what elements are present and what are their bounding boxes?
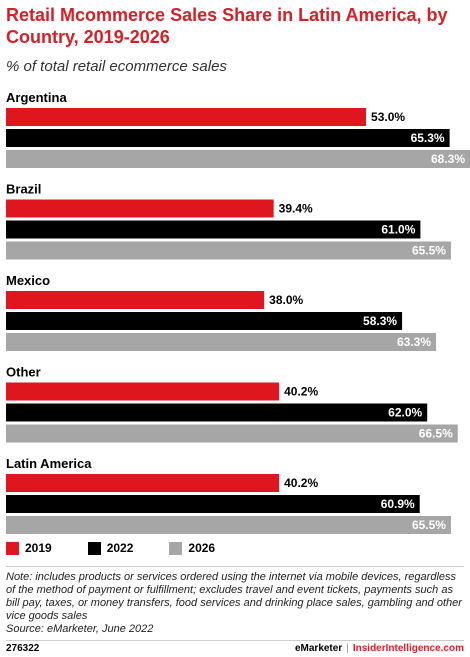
legend-item: 2019 — [6, 541, 52, 555]
category-label: Latin America — [6, 456, 92, 471]
bar-2022 — [6, 220, 421, 239]
legend-label: 2026 — [188, 541, 216, 555]
data-label: 39.4% — [279, 202, 313, 216]
data-label: 66.5% — [419, 427, 453, 441]
brand-separator: | — [346, 643, 349, 654]
data-label: 61.0% — [381, 223, 415, 237]
data-label: 53.0% — [371, 110, 405, 124]
data-label: 65.5% — [412, 518, 446, 532]
data-label: 38.0% — [269, 293, 303, 307]
chart-note: Note: includes products or services orde… — [6, 571, 466, 636]
legend-item: 2026 — [169, 541, 215, 555]
bar-2026 — [6, 150, 470, 168]
bar-2019 — [6, 382, 280, 401]
legend-label: 2022 — [106, 541, 134, 555]
divider — [6, 640, 464, 641]
bar-2022 — [6, 495, 420, 513]
note-text: Note: includes products or services orde… — [6, 571, 462, 622]
legend-item: 2022 — [87, 541, 134, 555]
data-label: 58.3% — [363, 314, 397, 328]
data-label: 40.2% — [284, 476, 318, 490]
bar-2026 — [6, 241, 451, 260]
brand-site: InsiderIntelligence.com — [352, 643, 464, 654]
legend-swatch — [6, 541, 19, 555]
bar-2019 — [6, 291, 265, 309]
category-label: Mexico — [6, 273, 50, 288]
data-label: 63.3% — [397, 335, 431, 349]
legend-swatch — [169, 541, 183, 555]
footer-brand: eMarketer | InsiderIntelligence.com — [295, 643, 464, 654]
legend: 2019 2022 2026 — [6, 541, 251, 555]
bar-2026 — [6, 516, 451, 534]
bar-2019 — [6, 474, 280, 492]
bar-2026 — [6, 333, 437, 351]
data-label: 60.9% — [381, 497, 415, 511]
data-label: 40.2% — [284, 385, 318, 399]
category-label: Other — [6, 365, 41, 380]
data-label: 68.3% — [431, 152, 465, 166]
source-text: Source: eMarketer, June 2022 — [6, 623, 154, 635]
data-label: 65.3% — [411, 131, 445, 145]
bar-2022 — [6, 129, 450, 147]
bar-2019 — [6, 108, 367, 126]
category-label: Argentina — [6, 90, 67, 105]
bar-chart: Argentina 53.0% 65.3% 68.3% Brazil 39.4% 61.0%… — [6, 90, 470, 534]
brand-name: eMarketer — [294, 643, 343, 654]
bar-2022 — [6, 403, 428, 422]
bar-2019 — [6, 199, 274, 218]
bar-2022 — [6, 312, 403, 330]
legend-swatch — [87, 541, 101, 555]
legend-label: 2019 — [25, 541, 52, 555]
chart-id: 276322 — [6, 643, 40, 654]
data-label: 65.5% — [412, 244, 446, 258]
chart-subtitle: % of total retail ecommerce sales — [6, 58, 227, 75]
bar-2026 — [6, 424, 458, 443]
chart-title: Retail Mcommerce Sales Share in Latin Am… — [6, 5, 448, 47]
data-label: 62.0% — [388, 406, 422, 420]
divider — [6, 566, 464, 567]
category-label: Brazil — [6, 182, 41, 197]
